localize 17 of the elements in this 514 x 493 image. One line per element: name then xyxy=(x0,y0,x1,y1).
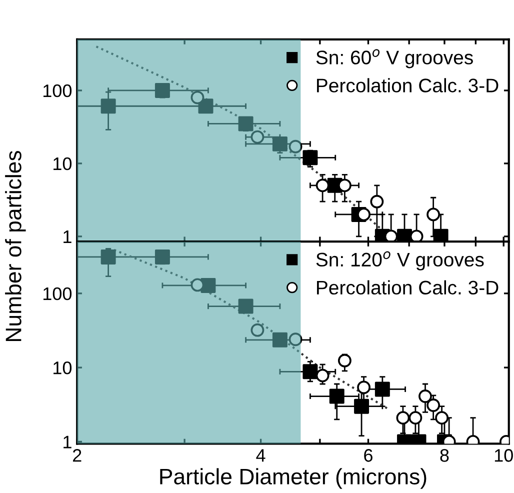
legend-label: Sn: 60$^{o}$ V grooves xyxy=(316,49,473,68)
y-tick-label: 100 xyxy=(43,84,72,98)
y-tick-label: 1 xyxy=(64,230,72,243)
x-tick-label: 4 xyxy=(256,449,266,462)
y-axis-title: Number of particles xyxy=(5,150,26,342)
legend-label: Percolation Calc. 3-D xyxy=(317,280,498,295)
x-axis-title: Particle Diameter (microns) xyxy=(160,468,426,489)
x-tick-label: 6 xyxy=(364,449,372,462)
y-tick-label: 10 xyxy=(54,361,72,374)
y-tick-label: 10 xyxy=(54,157,72,170)
x-tick-label: 2 xyxy=(72,449,82,462)
y-tick-label: 100 xyxy=(43,287,72,300)
legend-label: Percolation Calc. 3-D xyxy=(317,78,498,92)
y-tick-label: 1 xyxy=(64,436,72,448)
x-tick-label: 8 xyxy=(440,449,449,462)
legend-label: Sn: 120$^{o}$ V grooves xyxy=(316,251,484,270)
x-tick-label: 10 xyxy=(494,449,513,462)
